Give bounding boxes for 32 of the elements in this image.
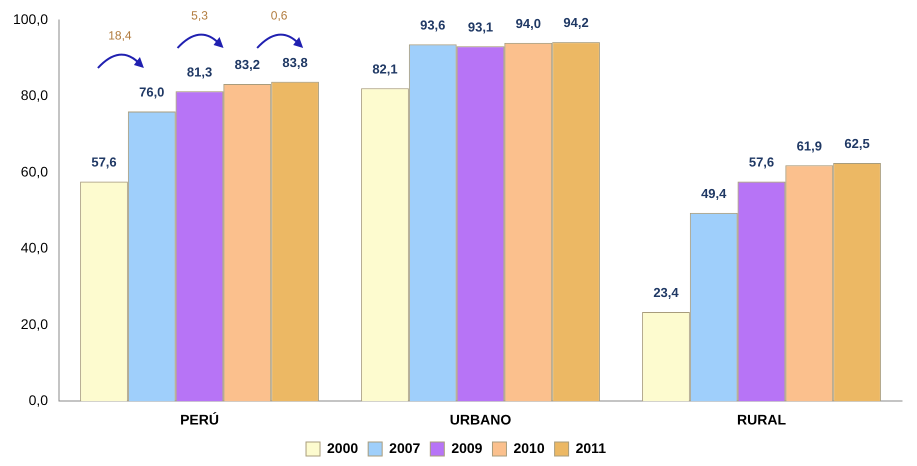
data-label: 62,5 (844, 136, 870, 152)
data-label: 83,8 (282, 54, 308, 70)
annotation: 0,6 (270, 8, 288, 22)
data-label: 82,1 (372, 61, 398, 76)
y-tick-label: 60,0 (20, 163, 48, 180)
data-label: 94,2 (563, 15, 589, 30)
annotation: 18,4 (108, 28, 132, 42)
y-tick-label: 0,0 (28, 392, 48, 408)
y-tick-label: 40,0 (20, 240, 48, 256)
y-tick-label: 20,0 (20, 316, 48, 332)
data-label: 94,0 (516, 16, 541, 31)
data-label: 76,0 (139, 84, 164, 100)
legend-label: 2011 (576, 440, 606, 456)
y-tick-label: 80,0 (20, 87, 48, 104)
x-tick-label: PERÚ (180, 411, 219, 428)
data-label: 57,6 (748, 154, 774, 170)
y-tick-label: 100,0 (12, 10, 48, 27)
legend-label: 2009 (451, 440, 483, 456)
annotation: 5,3 (191, 8, 208, 22)
x-tick-label: URBANO (450, 411, 512, 428)
data-label: 61,9 (796, 138, 822, 154)
data-label: 81,3 (186, 64, 212, 80)
data-label: 93,1 (468, 19, 494, 34)
legend-label: 2007 (389, 440, 421, 456)
data-label: 83,2 (234, 57, 260, 72)
legend-label: 2000 (327, 440, 358, 456)
x-tick-label: RURAL (737, 411, 786, 428)
data-label: 93,6 (420, 17, 446, 32)
legend-label: 2010 (513, 440, 545, 456)
data-label: 57,6 (91, 154, 117, 170)
data-label: 49,4 (701, 186, 728, 201)
data-label: 23,4 (653, 285, 680, 300)
